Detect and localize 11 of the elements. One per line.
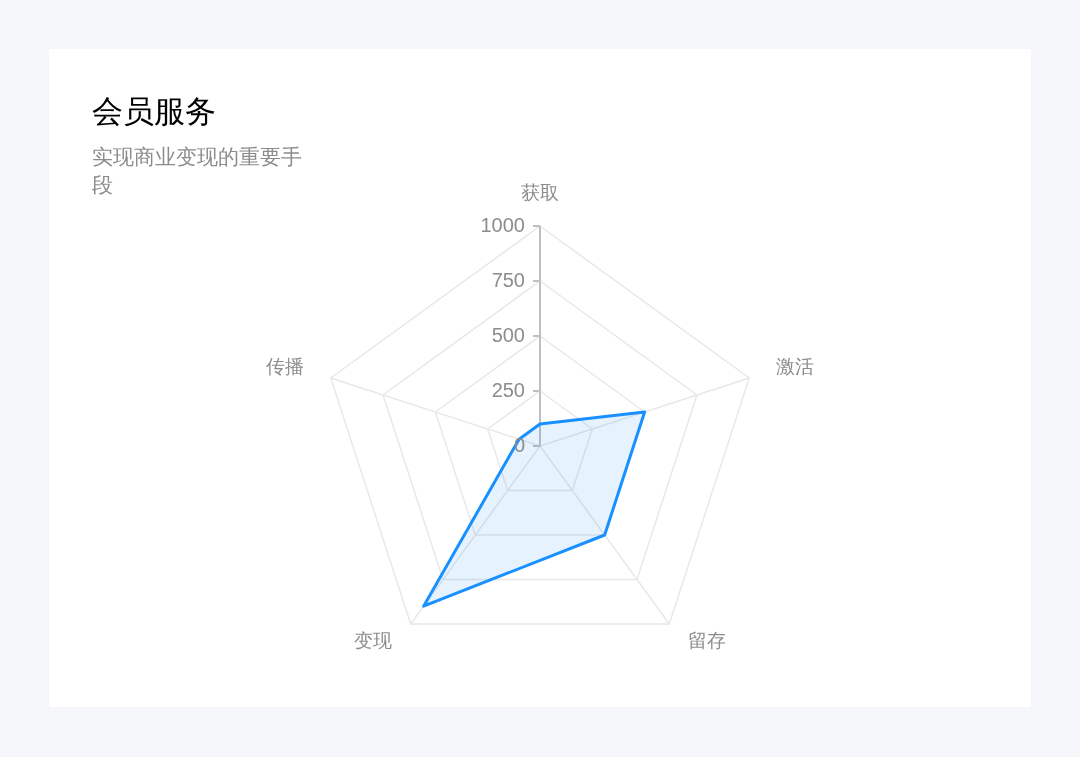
spoke-label: 留存 [688,630,727,652]
spoke-label: 获取 [521,182,559,204]
y-tick-label: 750 [491,268,525,291]
chart-title: 会员服务 [92,93,216,131]
spoke-label: 激活 [776,356,815,378]
chart-subtitle: 实现商业变现的重要手段 [92,144,303,198]
y-tick-label: 1000 [480,213,525,236]
y-tick-label: 250 [491,378,525,401]
y-tick-label: 500 [491,323,525,346]
spoke-label: 传播 [265,356,304,378]
spoke-label: 变现 [353,630,392,652]
